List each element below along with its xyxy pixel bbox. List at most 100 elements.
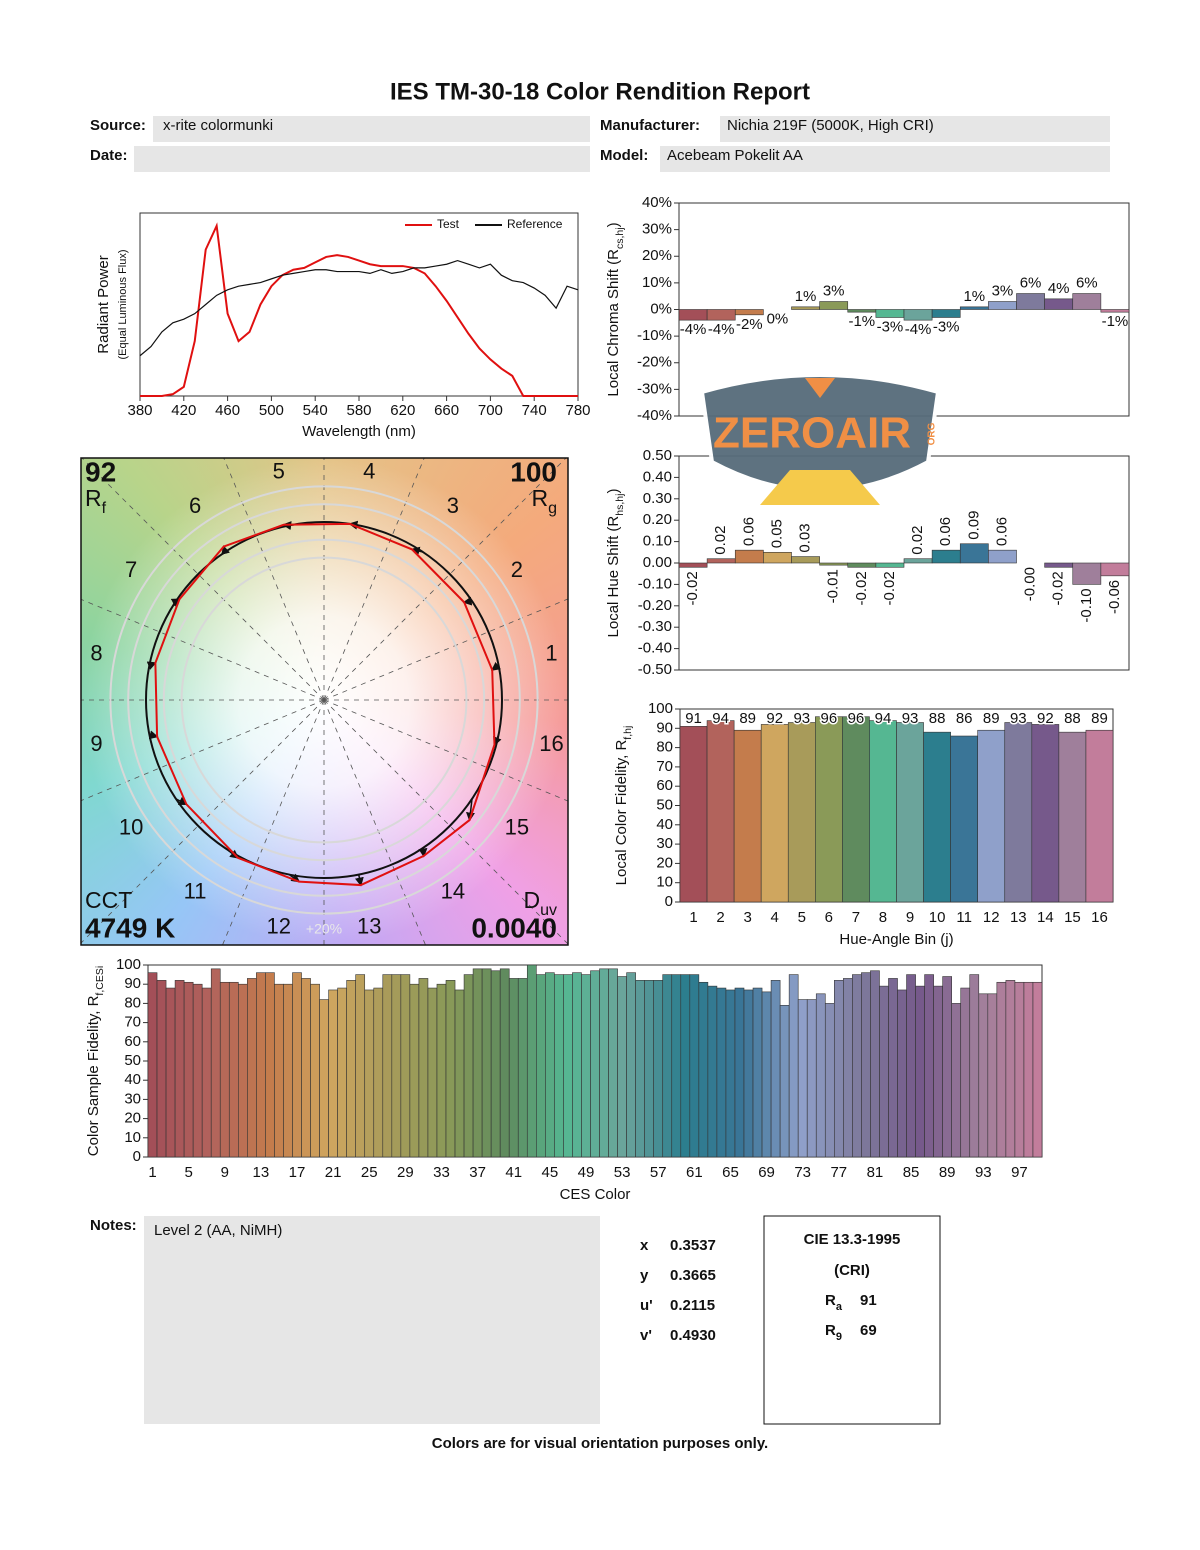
bar: [931, 309, 961, 318]
bar: [174, 980, 185, 1158]
bar: [337, 987, 347, 1158]
x-tick-label: 85: [903, 1164, 920, 1181]
x-tick-label: 33: [433, 1164, 450, 1181]
axis-title: Local Hue Shift (Rhs,hj): [605, 489, 626, 638]
bin-divider: [323, 598, 568, 701]
x-tick-label: 8: [879, 909, 887, 926]
shift-arrow: [462, 596, 473, 606]
field-box: [720, 116, 1110, 142]
value-label: 89: [1091, 710, 1108, 727]
y-tick-label: -0.20: [638, 597, 672, 614]
bin-label: 13: [357, 913, 381, 938]
bar: [626, 972, 636, 1158]
x-tick-label: 15: [1064, 909, 1081, 926]
bar: [554, 974, 564, 1158]
bar: [969, 974, 980, 1158]
shift-arrow: [148, 730, 159, 740]
bar: [896, 722, 924, 903]
x-tick-label: 620: [390, 402, 415, 419]
value-label: 0.05: [768, 519, 785, 548]
y-tick-label: 30%: [642, 221, 672, 238]
x-tick-label: 25: [361, 1164, 378, 1181]
chroma-value: 0.4930: [670, 1327, 716, 1344]
y-tick-label: -30%: [637, 380, 672, 397]
value-label: 1%: [963, 288, 985, 305]
bar: [662, 974, 673, 1158]
bar: [644, 980, 654, 1158]
y-tick-label: 30: [656, 835, 673, 852]
x-tick-label: 5: [798, 909, 806, 926]
bar: [960, 987, 971, 1158]
value-label: -0.00: [1022, 567, 1039, 601]
bin-label: 3: [447, 493, 459, 518]
vector-clip: [81, 458, 568, 945]
notes-box: [144, 1216, 600, 1424]
y-tick-label: -0.50: [638, 661, 672, 678]
bar: [499, 968, 510, 1158]
metric-symbol: Rg: [531, 485, 557, 517]
bar: [454, 989, 465, 1158]
bin-divider: [323, 699, 568, 945]
value-label: -3%: [877, 318, 904, 335]
bar: [572, 972, 582, 1158]
bar: [219, 981, 230, 1158]
symbol: D: [523, 887, 540, 913]
value-label: -3%: [933, 318, 960, 335]
y-tick-label: -0.30: [638, 618, 672, 635]
y-tick-label: 0.10: [643, 533, 672, 550]
bar: [978, 993, 989, 1158]
bar: [698, 981, 709, 1158]
value-label: 0.02: [712, 526, 729, 555]
bar: [706, 720, 735, 903]
bar: [875, 562, 905, 568]
bar: [1100, 562, 1130, 577]
y-tick-label: 20: [124, 1110, 141, 1127]
axis-title-text: Color Sample Fidelity, R: [85, 995, 102, 1156]
bar: [165, 987, 176, 1158]
axis-title: Local Color Fidelity, Rf,hj: [613, 726, 634, 886]
bar: [824, 1003, 835, 1158]
value-label: 94: [875, 710, 892, 727]
bar: [678, 309, 708, 321]
y-tick-label: 100: [648, 700, 673, 717]
bar: [706, 558, 736, 564]
bar: [806, 999, 817, 1158]
bar: [247, 978, 257, 1158]
x-tick-label: 740: [522, 402, 547, 419]
subscript: a: [836, 1301, 843, 1313]
bar: [436, 983, 447, 1158]
y-tick-label: 0.30: [643, 490, 672, 507]
bar: [427, 987, 438, 1158]
x-axis-title: Wavelength (nm): [302, 423, 416, 440]
cri-symbol: R9: [825, 1322, 842, 1343]
bar: [942, 976, 952, 1158]
bar: [1014, 981, 1025, 1158]
x-tick-label: 780: [565, 402, 590, 419]
model: Acebeam Pokelit AA: [667, 147, 803, 164]
bar: [1100, 309, 1130, 313]
bar: [1072, 562, 1102, 585]
y-tick-label: -10%: [637, 327, 672, 344]
bar: [1016, 293, 1045, 310]
value-label: -4%: [905, 321, 932, 338]
y-tick-label: 0: [665, 893, 673, 910]
shift-arrow: [418, 847, 428, 858]
x-axis-title: CES Color: [560, 1186, 631, 1203]
x-tick-label: 9: [221, 1164, 229, 1181]
bar: [959, 306, 989, 310]
bin-divider: [81, 458, 325, 701]
axis-title-sub: f,hj: [622, 726, 634, 740]
x-tick-label: 10: [929, 909, 946, 926]
bar: [608, 968, 618, 1158]
bin-label: 6: [189, 493, 201, 518]
bar: [481, 968, 492, 1158]
y-tick-label: 70: [656, 758, 673, 775]
x-tick-label: 660: [434, 402, 459, 419]
subscript: g: [548, 500, 557, 517]
bar: [931, 549, 961, 564]
bar: [725, 989, 736, 1158]
symbol: R: [825, 1292, 836, 1309]
bar: [1023, 981, 1034, 1158]
bin-label: 2: [511, 557, 523, 582]
